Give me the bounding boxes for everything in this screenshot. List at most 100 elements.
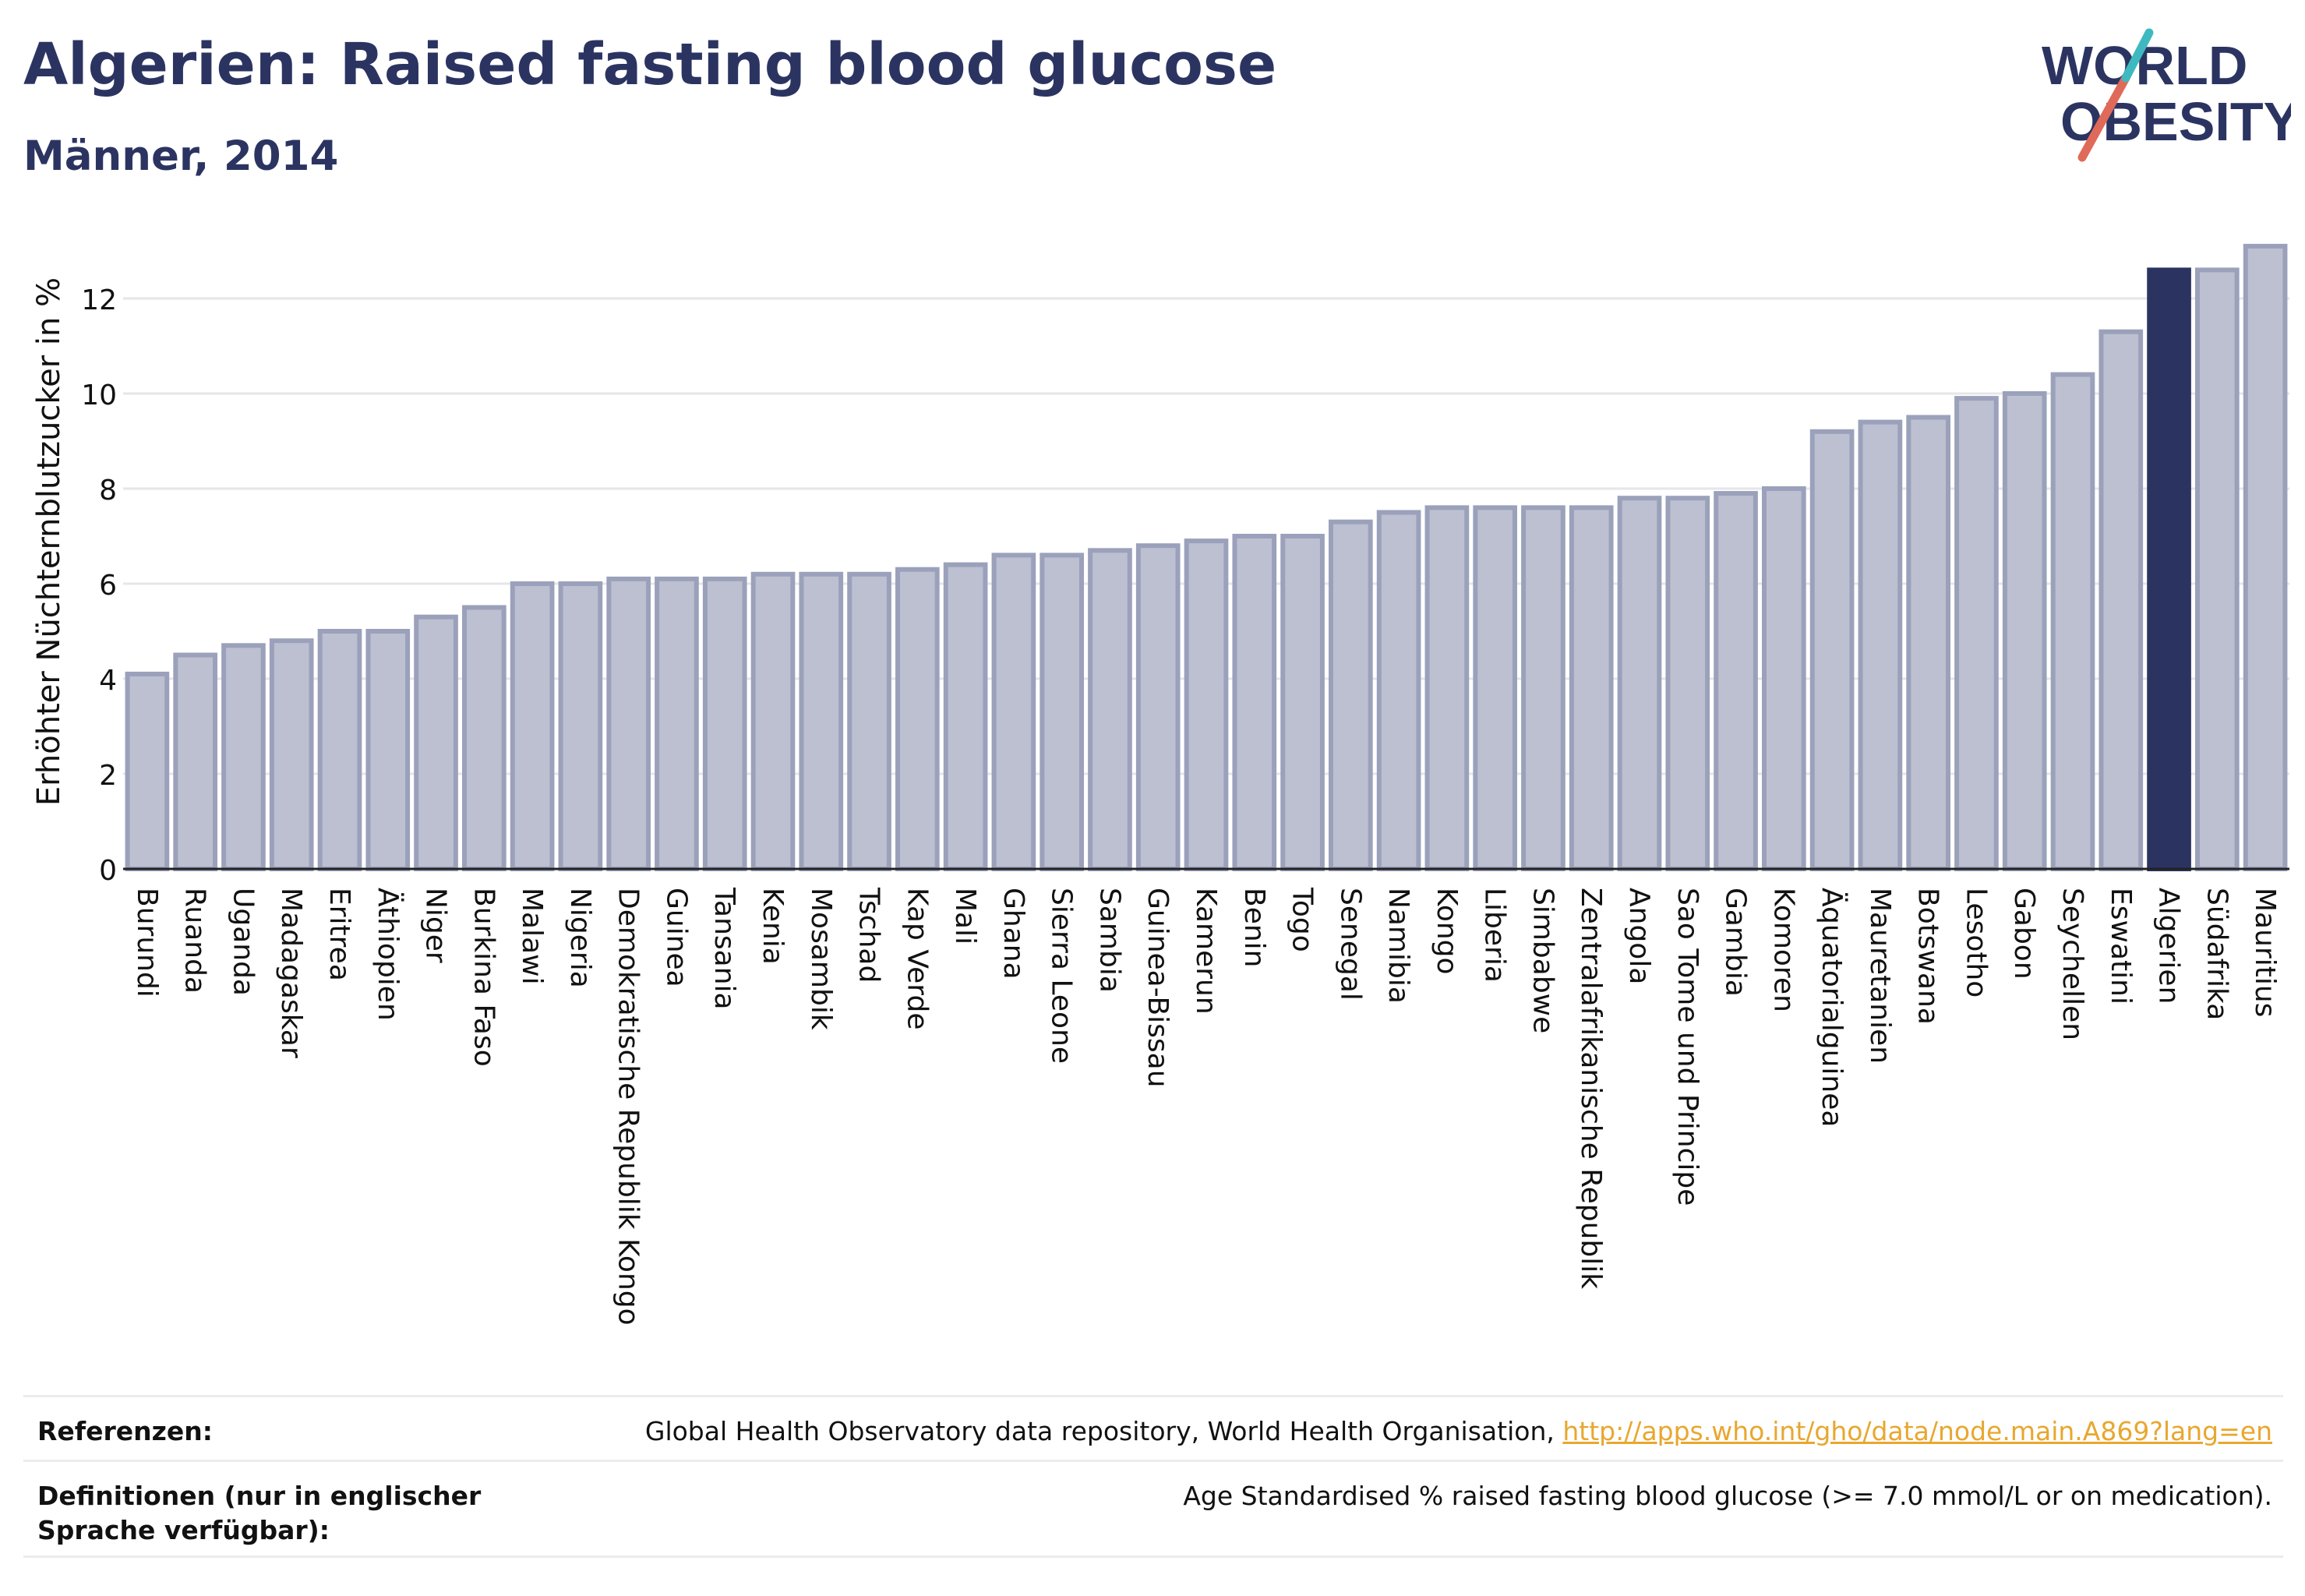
x-tick-label: Togo xyxy=(1287,887,1318,952)
x-tick-label: Madagaskar xyxy=(275,888,307,1058)
bar-seychellen xyxy=(2050,372,2095,872)
bar-tansania xyxy=(702,576,747,872)
x-tick-label: Zentralafrikanische Republik xyxy=(1575,888,1607,1289)
x-tick-label: Niger xyxy=(420,888,452,963)
x-tick-label: Burundi xyxy=(131,888,163,998)
bar-nigeria xyxy=(558,581,603,871)
bar-kenia xyxy=(750,571,796,871)
bar-sierra-leone xyxy=(1040,553,1084,872)
x-tick-label: Gabon xyxy=(2008,888,2040,980)
bar-gabon xyxy=(2002,391,2047,871)
bar-äquatorialguinea xyxy=(1809,429,1855,871)
bar-mauretanien xyxy=(1858,419,1903,871)
world-obesity-logo: WORLD OBESITY xyxy=(2042,28,2291,162)
x-tick-label: Kap Verde xyxy=(901,888,933,1029)
x-tick-label: Mauretanien xyxy=(1864,888,1896,1064)
x-tick-label: Sao Tome und Principe xyxy=(1671,888,1703,1206)
y-tick-label: 12 xyxy=(81,284,117,316)
x-tick-label: Algerien xyxy=(2153,888,2185,1004)
references-text: Global Health Observatory data repositor… xyxy=(644,1416,1563,1446)
bar-chart: 0 2 4 6 8 10 12 Burundi Ruanda Uganda Madagaskar E… xyxy=(31,243,2289,1326)
chart-title: Algerien: Raised fasting blood glucose xyxy=(23,31,1277,98)
bar-kongo xyxy=(1424,505,1470,872)
y-tick-label: 0 xyxy=(99,855,117,887)
x-tick-label: Südafrika xyxy=(2201,888,2233,1020)
bar-kap-verde xyxy=(895,567,940,871)
x-tick-label: Guinea-Bissau xyxy=(1142,888,1174,1088)
bar-sao-tome-und-principe xyxy=(1665,496,1710,871)
bar-niger xyxy=(414,614,458,871)
x-tick-label: Angola xyxy=(1623,888,1655,984)
bar-mali xyxy=(943,562,988,871)
y-axis-ticks: 0 2 4 6 8 10 12 xyxy=(81,284,117,887)
x-tick-label: Senegal xyxy=(1334,888,1366,1001)
x-tick-label: Äthiopien xyxy=(372,888,404,1021)
references-label: Referenzen: xyxy=(37,1416,213,1446)
x-tick-label: Lesotho xyxy=(1960,888,1992,998)
x-tick-label: Nigeria xyxy=(564,888,596,988)
x-tick-label: Mali xyxy=(949,888,981,945)
x-tick-label: Malawi xyxy=(516,888,548,985)
x-tick-label: Gambia xyxy=(1720,888,1752,997)
y-tick-label: 10 xyxy=(81,380,117,411)
x-tick-label: Ruanda xyxy=(179,888,211,994)
bar-zentralafrikanische-republik xyxy=(1569,505,1614,872)
x-tick-label: Benin xyxy=(1238,888,1270,967)
definitions-label: Definitionen (nur in englischer Sprache … xyxy=(37,1481,482,1545)
bar-malawi xyxy=(510,581,555,871)
bar-guinea-bissau xyxy=(1135,543,1181,871)
y-tick-label: 2 xyxy=(99,760,117,792)
x-tick-label: Uganda xyxy=(227,888,259,996)
x-tick-label: Äquatorialguinea xyxy=(1816,888,1848,1127)
chart-subtitle: Männer, 2014 xyxy=(23,132,339,180)
bar-namibia xyxy=(1376,510,1421,871)
bar-tschad xyxy=(847,571,891,871)
bar-liberia xyxy=(1473,505,1517,872)
references-row: Referenzen: Global Health Observatory da… xyxy=(23,1395,2283,1460)
x-tick-label: Sambia xyxy=(1093,888,1125,993)
x-tick-label: Komoren xyxy=(1767,888,1799,1012)
bar-burundi xyxy=(125,671,170,872)
bar-gambia xyxy=(1714,491,1758,871)
bar-burkina-faso xyxy=(462,605,507,871)
x-tick-label: Burkina Faso xyxy=(468,888,499,1067)
bar-senegal xyxy=(1329,519,1373,871)
x-tick-label: Tschad xyxy=(853,887,885,983)
x-tick-label: Kamerun xyxy=(1190,888,1222,1015)
bar-botswana xyxy=(1906,415,1950,871)
x-tick-label: Tansania xyxy=(708,887,740,1010)
y-tick-label: 4 xyxy=(99,665,117,697)
x-axis-labels: Burundi Ruanda Uganda Madagaskar Eritrea Äthi… xyxy=(131,887,2281,1326)
references-value: Global Health Observatory data repositor… xyxy=(645,1397,2283,1449)
bar-uganda xyxy=(221,643,266,871)
bar-mauritius xyxy=(2243,243,2288,871)
x-tick-label: Eritrea xyxy=(323,888,355,981)
x-tick-label: Seychellen xyxy=(2056,888,2088,1040)
x-tick-label: Kenia xyxy=(757,888,789,965)
x-tick-label: Kongo xyxy=(1431,888,1463,975)
bar-angola xyxy=(1617,496,1662,871)
y-tick-label: 6 xyxy=(99,570,117,602)
bar-ruanda xyxy=(173,652,217,871)
y-tick-label: 8 xyxy=(99,475,117,507)
bar-guinea xyxy=(655,576,699,872)
bar-madagaskar xyxy=(269,638,314,871)
x-tick-label: Ghana xyxy=(997,888,1029,980)
references-table: Referenzen: Global Health Observatory da… xyxy=(23,1395,2283,1558)
references-link[interactable]: http://apps.who.int/gho/data/node.main.A… xyxy=(1562,1416,2272,1446)
x-tick-label: Mosambik xyxy=(805,888,837,1030)
x-tick-label: Simbabwe xyxy=(1527,888,1558,1033)
definitions-row: Definitionen (nur in englischer Sprache … xyxy=(23,1460,2283,1558)
x-tick-label: Mauritius xyxy=(2249,888,2281,1017)
y-axis-label: Erhöhter Nüchternblutzucker in % xyxy=(31,277,67,806)
bar-ghana xyxy=(991,553,1036,872)
bars xyxy=(125,243,2288,872)
bar-sambia xyxy=(1088,548,1132,871)
x-tick-label: Botswana xyxy=(1912,888,1944,1025)
bar-mosambik xyxy=(799,571,844,871)
bar-südafrika xyxy=(2195,267,2240,871)
bar-demokratische-republik-kongo xyxy=(606,576,651,872)
bar-kamerun xyxy=(1184,538,1229,871)
x-tick-label: Demokratische Republik Kongo xyxy=(612,888,644,1326)
bar-äthiopien xyxy=(365,629,411,871)
